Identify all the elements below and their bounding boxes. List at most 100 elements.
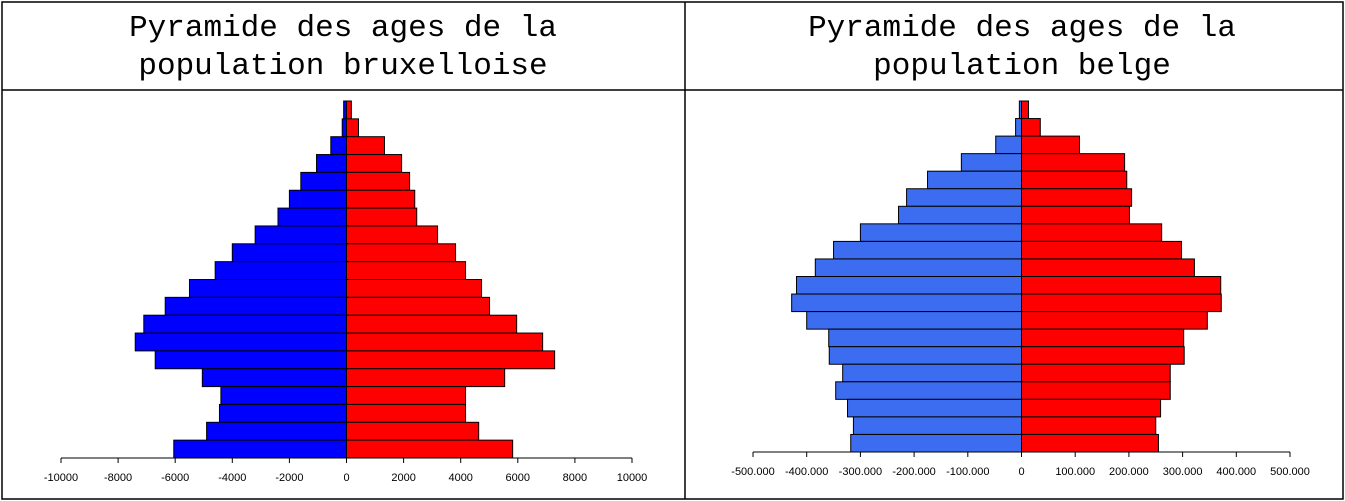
bar [1021, 240, 1183, 260]
bar [791, 293, 1022, 313]
bar [1021, 223, 1163, 242]
bar [346, 350, 556, 370]
bar [1021, 346, 1185, 365]
bar [1021, 100, 1029, 120]
x-tick-label: 6000 [506, 472, 530, 484]
bar [188, 279, 347, 298]
bar [346, 314, 518, 334]
bar [341, 118, 347, 138]
bar [1021, 276, 1222, 295]
bar [220, 386, 348, 405]
x-tick-label: -10000 [44, 472, 78, 484]
x-tick-label: -300.000 [839, 466, 882, 478]
x-tick-label: 8000 [563, 472, 587, 484]
bar [346, 171, 411, 191]
bar [300, 171, 348, 191]
x-tick-label: -8000 [104, 472, 132, 484]
x-tick-label: 10000 [617, 472, 648, 484]
bar [346, 118, 359, 138]
bar [806, 311, 1023, 330]
x-tick-label: -400.000 [785, 466, 828, 478]
bar [1021, 398, 1162, 418]
x-tick-label: 500.000 [1270, 466, 1310, 478]
bar [346, 439, 514, 459]
x-tick-label: 4000 [448, 472, 472, 484]
bar [828, 346, 1023, 365]
bar [1021, 416, 1157, 435]
bar [346, 136, 385, 156]
bar [1021, 188, 1133, 207]
bar [1021, 293, 1222, 313]
bar [346, 386, 467, 405]
bar [835, 381, 1022, 400]
bar [927, 170, 1023, 190]
bar [346, 368, 506, 388]
bar [164, 296, 347, 316]
bar [346, 189, 416, 209]
bar [218, 403, 347, 423]
x-tick-label: 200.000 [1109, 466, 1149, 478]
x-tick-label: -2000 [275, 472, 303, 484]
bar [346, 421, 480, 441]
bar [173, 439, 347, 459]
x-tick-label: 2000 [391, 472, 415, 484]
x-tick-label: 0 [343, 472, 349, 484]
bar [814, 258, 1022, 278]
bar [1021, 118, 1041, 137]
bar [277, 207, 348, 227]
bar [1021, 135, 1080, 155]
bar [828, 328, 1022, 348]
bar [850, 433, 1023, 453]
bar [1015, 118, 1023, 137]
bar [847, 398, 1023, 418]
bar [1021, 363, 1171, 383]
x-tick-label: -100.000 [946, 466, 989, 478]
bar [960, 153, 1023, 172]
bar [852, 416, 1022, 435]
bar [154, 350, 347, 370]
bar [995, 135, 1022, 155]
bar [346, 207, 418, 227]
x-tick-label: -6000 [161, 472, 189, 484]
bar [346, 332, 544, 352]
bar [1021, 311, 1208, 330]
x-tick-label: 400.000 [1216, 466, 1256, 478]
x-tick-label: -200.000 [892, 466, 935, 478]
bar [346, 154, 403, 173]
bar [316, 154, 347, 173]
bar [906, 188, 1022, 207]
bar [346, 403, 467, 423]
bar [231, 243, 347, 263]
x-tick-label: -4000 [218, 472, 246, 484]
x-tick-label: 300.000 [1163, 466, 1203, 478]
chart-title: Pyramide des ages de la population belge [808, 11, 1236, 84]
bar [201, 368, 347, 388]
bar [1021, 170, 1128, 190]
bar [1021, 381, 1171, 400]
bar [842, 363, 1023, 383]
bar [898, 205, 1022, 225]
bar [1021, 205, 1130, 225]
bar [330, 136, 347, 156]
bar [1021, 258, 1195, 278]
bar [346, 243, 457, 263]
bar [346, 261, 467, 280]
bar [795, 276, 1023, 295]
bar [143, 314, 347, 334]
bar [346, 279, 483, 298]
x-tick-label: 0 [1018, 466, 1024, 478]
bar [254, 225, 347, 245]
bar [214, 261, 347, 280]
bar [1021, 153, 1126, 172]
bar [288, 189, 347, 209]
bar [134, 332, 347, 352]
bar [346, 296, 491, 316]
bar [1021, 328, 1185, 348]
bar [346, 225, 439, 245]
chart-title: Pyramide des ages de la population bruxe… [129, 11, 557, 84]
bar [206, 421, 347, 441]
bar [859, 223, 1023, 242]
bar [346, 100, 352, 120]
